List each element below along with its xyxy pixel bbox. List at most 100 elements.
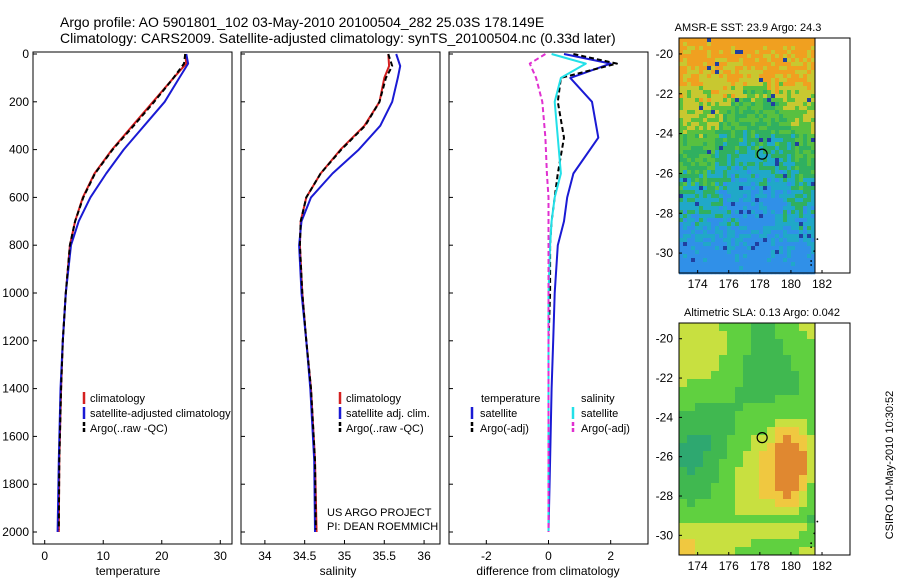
map-cell — [695, 74, 700, 79]
map-cell — [747, 42, 752, 47]
map-cell — [695, 507, 704, 516]
map-cell — [763, 102, 768, 107]
map-cell — [803, 242, 808, 247]
map-cell — [807, 170, 812, 175]
map-cell — [779, 90, 784, 95]
map-cell — [679, 507, 688, 516]
map-cell — [755, 146, 760, 151]
map-cell — [679, 230, 684, 235]
map-cell — [767, 66, 772, 71]
map-cell — [783, 114, 788, 119]
map-cell — [743, 206, 748, 211]
map-cell — [811, 58, 816, 63]
map-cell — [719, 102, 724, 107]
map-cell — [687, 122, 692, 127]
map-cell — [743, 166, 748, 171]
map-cell — [707, 214, 712, 219]
map-cell — [711, 178, 716, 183]
map-cell — [771, 42, 776, 47]
map-cell — [743, 459, 752, 468]
map-cell — [711, 339, 720, 348]
map-cell — [787, 254, 792, 259]
map-cell — [751, 451, 760, 460]
map-cell — [679, 214, 684, 219]
map-cell — [751, 50, 756, 55]
map-cell — [719, 499, 728, 508]
map-cell — [767, 230, 772, 235]
map-cell — [775, 531, 784, 540]
map-cell — [695, 435, 704, 444]
map-cell — [807, 467, 816, 476]
map-cell — [707, 190, 712, 195]
map-cell — [767, 54, 772, 59]
map-cell — [735, 419, 744, 428]
map-cell — [751, 46, 756, 51]
map-cell — [807, 411, 816, 420]
map-cell — [687, 154, 692, 159]
map-cell — [747, 54, 752, 59]
map-cell — [767, 182, 772, 187]
map-cell — [707, 118, 712, 123]
map-cell — [811, 234, 816, 239]
map-cell — [679, 339, 688, 348]
map-cell — [723, 270, 728, 275]
map-cell — [723, 182, 728, 187]
map-cell — [771, 150, 776, 155]
map-cell — [707, 206, 712, 211]
map-cell — [699, 246, 704, 251]
map-cell — [775, 82, 780, 87]
map-cell — [707, 74, 712, 79]
map-cell — [771, 270, 776, 275]
map-cell — [787, 102, 792, 107]
map-cell — [707, 106, 712, 111]
map-cell — [695, 150, 700, 155]
map-cell — [791, 102, 796, 107]
map-cell — [775, 499, 784, 508]
map-cell — [727, 190, 732, 195]
map-cell — [791, 66, 796, 71]
map-cell — [791, 363, 800, 372]
map-cell — [679, 178, 684, 183]
map-cell — [763, 186, 768, 191]
map-cell — [711, 150, 716, 155]
map-cell — [779, 38, 784, 43]
salinity-panel-frame — [240, 51, 441, 545]
map-cell — [679, 114, 684, 119]
map-cell — [783, 74, 788, 79]
map-cell — [707, 150, 712, 155]
map-cell — [703, 246, 708, 251]
map-cell — [803, 222, 808, 227]
map-cell — [731, 238, 736, 243]
map-cell — [751, 403, 760, 412]
map-cell — [779, 94, 784, 99]
map-cell — [759, 82, 764, 87]
map-cell — [695, 499, 704, 508]
map-cell — [799, 234, 804, 239]
map-cell — [795, 190, 800, 195]
map-cell — [707, 230, 712, 235]
map-cell — [719, 66, 724, 71]
map-cell — [723, 158, 728, 163]
map-cell — [707, 114, 712, 119]
map-cell — [799, 190, 804, 195]
map-cell — [731, 106, 736, 111]
map-cell — [767, 355, 776, 364]
map-cell — [683, 186, 688, 191]
map-cell — [791, 50, 796, 55]
map-cell — [715, 98, 720, 103]
map-cell — [679, 419, 688, 428]
map-cell — [775, 258, 780, 263]
map-cell — [719, 202, 724, 207]
map-cell — [679, 459, 688, 468]
map-cell — [727, 82, 732, 87]
map-cell — [739, 226, 744, 231]
map-cell — [727, 238, 732, 243]
map-cell — [691, 86, 696, 91]
map-cell — [787, 66, 792, 71]
map-cell — [707, 258, 712, 263]
map-cell — [691, 142, 696, 147]
map-cell — [695, 62, 700, 67]
map-cell — [743, 483, 752, 492]
map-cell — [707, 158, 712, 163]
map-cell — [719, 166, 724, 171]
